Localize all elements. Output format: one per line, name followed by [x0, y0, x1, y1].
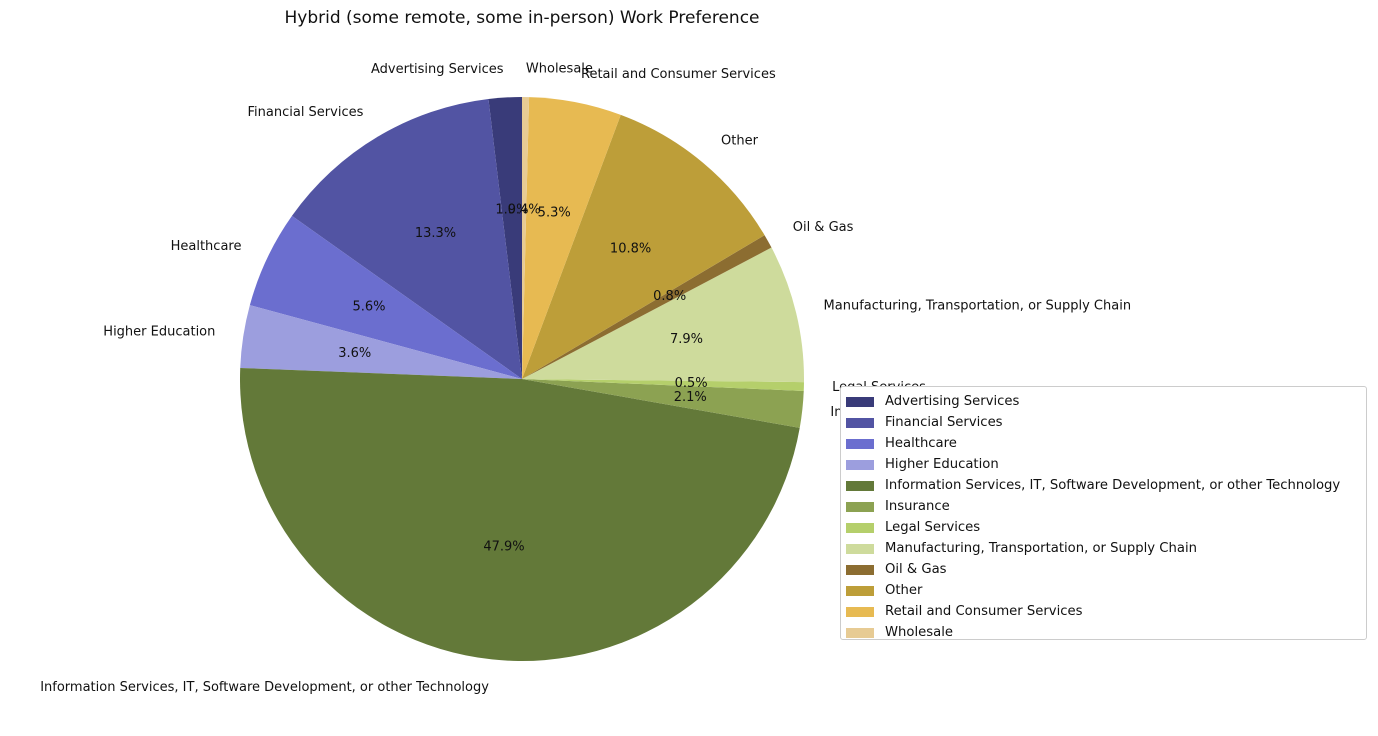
legend-item-retail-and-consumer-services: Retail and Consumer Services	[841, 601, 1366, 622]
legend-swatch	[846, 417, 874, 428]
pie-slice-retail-and-consumer-services	[522, 97, 621, 380]
percent-label-information-services-it-software-development-or-other-technology: 47.9%	[483, 540, 524, 555]
pie-slice-oil-gas	[522, 235, 772, 379]
slice-label-information-services-it-software-development-or-other-technology: Information Services, IT, Software Devel…	[40, 680, 489, 695]
legend-swatch	[846, 501, 874, 512]
legend-label: Wholesale	[885, 625, 953, 640]
pie-slice-advertising-services	[488, 97, 522, 379]
percent-label-wholesale: 0.4%	[508, 202, 541, 217]
legend-swatch	[846, 564, 874, 575]
slice-label-wholesale: Wholesale	[526, 61, 593, 76]
legend: Advertising Services Financial Services He…	[840, 386, 1367, 640]
pie-slice-insurance	[522, 379, 804, 428]
slice-label-healthcare: Healthcare	[171, 239, 242, 254]
slice-label-other: Other	[721, 134, 759, 149]
legend-swatch	[846, 438, 874, 449]
pie-slice-legal-services	[522, 379, 804, 391]
legend-swatch	[846, 396, 874, 407]
legend-swatch	[846, 627, 874, 638]
legend-label: Insurance	[885, 499, 950, 514]
slice-label-financial-services: Financial Services	[248, 105, 364, 120]
legend-swatch	[846, 480, 874, 491]
percent-label-financial-services: 13.3%	[415, 226, 456, 241]
legend-item-other: Other	[841, 580, 1366, 601]
legend-item-information-services-it-software-development-or-other-technology: Information Services, IT, Software Devel…	[841, 475, 1366, 496]
legend-item-healthcare: Healthcare	[841, 433, 1366, 454]
pie-slice-manufacturing-transportation-or-supply-chain	[522, 247, 804, 383]
legend-label: Oil & Gas	[885, 562, 947, 577]
percent-label-insurance: 2.1%	[674, 390, 707, 405]
legend-label: Information Services, IT, Software Devel…	[885, 478, 1341, 493]
slice-label-retail-and-consumer-services: Retail and Consumer Services	[581, 67, 776, 82]
percent-label-manufacturing-transportation-or-supply-chain: 7.9%	[670, 332, 703, 347]
legend-item-financial-services: Financial Services	[841, 412, 1366, 433]
legend-swatch	[846, 459, 874, 470]
legend-swatch	[846, 522, 874, 533]
legend-item-legal-services: Legal Services	[841, 517, 1366, 538]
legend-item-advertising-services: Advertising Services	[841, 391, 1366, 412]
legend-swatch	[846, 606, 874, 617]
pie-slice-financial-services	[291, 99, 522, 379]
pie-slices	[240, 97, 804, 661]
legend-label: Higher Education	[885, 457, 999, 472]
legend-label: Healthcare	[885, 436, 957, 451]
percent-label-higher-education: 3.6%	[338, 346, 371, 361]
legend-label: Other	[885, 583, 923, 598]
pie-slice-healthcare	[249, 215, 522, 379]
slice-label-manufacturing-transportation-or-supply-chain: Manufacturing, Transportation, or Supply…	[824, 299, 1132, 314]
legend-item-higher-education: Higher Education	[841, 454, 1366, 475]
legend-item-insurance: Insurance	[841, 496, 1366, 517]
slice-label-oil-gas: Oil & Gas	[793, 220, 854, 235]
legend-label: Manufacturing, Transportation, or Supply…	[885, 541, 1197, 556]
percent-labels: 1.9% 13.3% 5.6% 3.6% 47.9% 2.1%0.5% 7.9% 0.8% 10…	[338, 202, 707, 554]
chart-title: Hybrid (some remote, some in-person) Wor…	[284, 8, 760, 28]
legend-item-manufacturing-transportation-or-supply-chain: Manufacturing, Transportation, or Supply…	[841, 538, 1366, 559]
legend-label: Retail and Consumer Services	[885, 604, 1083, 619]
legend-swatch	[846, 585, 874, 596]
percent-label-other: 10.8%	[610, 242, 651, 257]
pie-slice-wholesale	[522, 97, 530, 379]
legend-item-oil-gas: Oil & Gas	[841, 559, 1366, 580]
legend-label: Legal Services	[885, 520, 981, 535]
percent-label-legal-services: 0.5%	[675, 376, 708, 391]
percent-label-healthcare: 5.6%	[352, 299, 385, 314]
pie-slice-higher-education	[240, 305, 522, 379]
legend-item-wholesale: Wholesale	[841, 622, 1366, 643]
slice-label-advertising-services: Advertising Services	[371, 62, 504, 77]
slice-label-higher-education: Higher Education	[103, 324, 215, 339]
slice-labels: Advertising Services Financial Services He…	[40, 61, 1131, 695]
percent-label-retail-and-consumer-services: 5.3%	[538, 205, 571, 220]
pie-slice-information-services-it-software-development-or-other-technology	[240, 367, 800, 661]
legend-label: Advertising Services	[885, 394, 1020, 409]
pie-slice-other	[522, 114, 765, 380]
legend-label: Financial Services	[885, 415, 1003, 430]
percent-label-oil-gas: 0.8%	[653, 289, 686, 304]
percent-label-advertising-services: 1.9%	[495, 203, 528, 218]
legend-swatch	[846, 543, 874, 554]
